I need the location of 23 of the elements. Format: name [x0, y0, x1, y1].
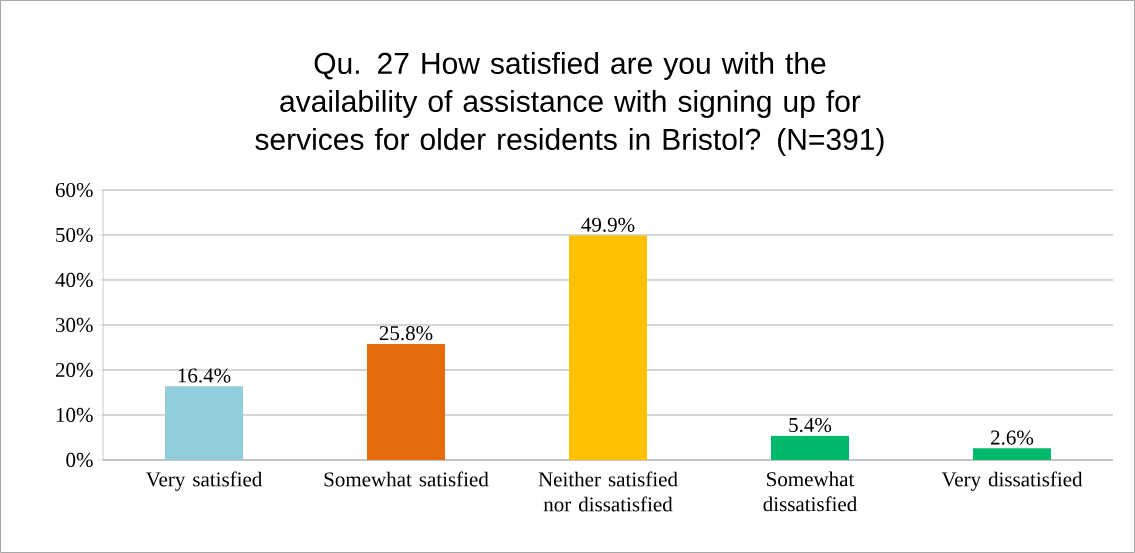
y-tick-label: 50% — [56, 227, 93, 243]
data-label: 2.6% — [991, 430, 1034, 445]
x-tick-label: Very satisfied — [145, 471, 263, 491]
data-label: 49.9% — [581, 217, 635, 232]
data-label: 16.4% — [178, 368, 231, 383]
bar — [972, 448, 1051, 460]
x-tick-label: Very dissatisfied — [941, 471, 1083, 491]
data-label: 5.4% — [789, 417, 832, 433]
y-tick-label: 40% — [55, 272, 93, 288]
y-tick-label: 10% — [56, 407, 93, 423]
y-tick-label: 20% — [55, 362, 93, 378]
y-tick-label: 0% — [66, 452, 93, 468]
bar — [569, 235, 647, 460]
y-tick-label: 30% — [55, 317, 93, 333]
x-tick-label: Neither satisfied nor dissatisfied — [538, 471, 678, 512]
chart-title: Qu. 27 How satisfied are you with the availability of assistance with signing up for services for older residents in Bristol? (N=391) — [255, 52, 884, 156]
y-tick-label: 60% — [55, 182, 93, 198]
x-tick-label: Somewhat satisfied — [324, 471, 489, 487]
x-tick-label: Somewhat dissatisfied — [763, 471, 857, 512]
data-label: 25.8% — [379, 326, 433, 341]
bar — [770, 435, 849, 460]
bar — [165, 386, 244, 460]
bar — [367, 343, 445, 460]
